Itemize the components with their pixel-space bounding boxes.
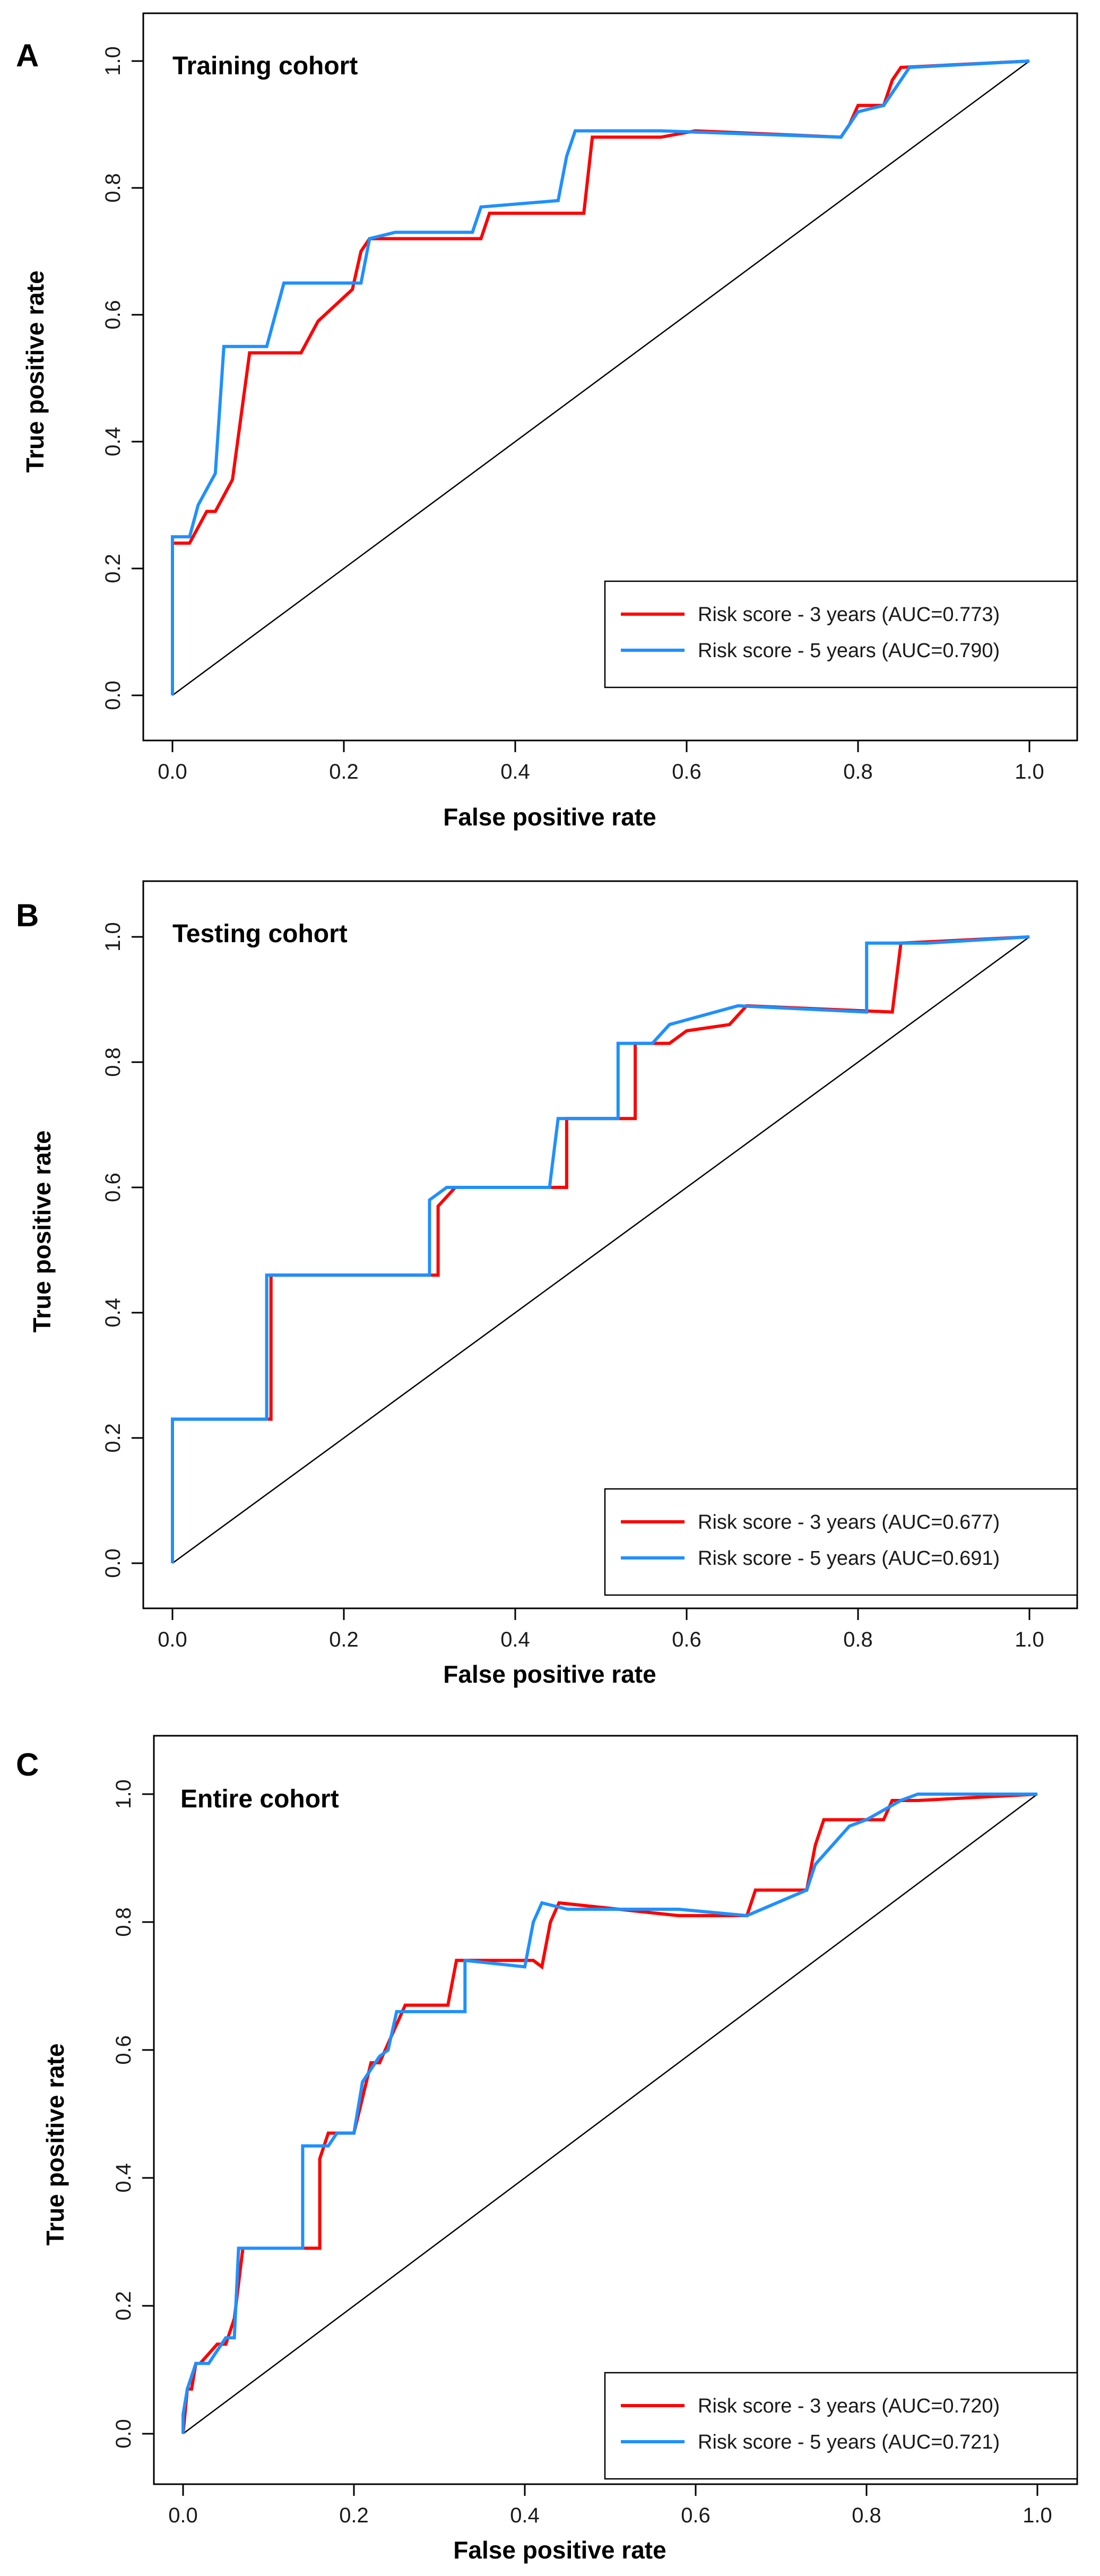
legend-entry: Risk score - 5 years (AUC=0.790) <box>698 640 1000 662</box>
x-tick-label: 1.0 <box>1015 1628 1044 1651</box>
x-tick-label: 0.0 <box>168 2504 198 2527</box>
y-tick-label: 0.8 <box>112 1907 135 1937</box>
y-tick-label: 0.6 <box>101 300 125 330</box>
legend-entry: Risk score - 3 years (AUC=0.677) <box>698 1511 1000 1533</box>
legend-entry: Risk score - 3 years (AUC=0.720) <box>698 2395 1000 2417</box>
legend-box <box>604 580 1078 688</box>
x-axis-title: False positive rate <box>443 1660 656 1688</box>
roc-curve-5-years <box>171 59 1030 695</box>
x-tick-label: 0.8 <box>843 1628 873 1651</box>
y-tick-label: 0.2 <box>101 1423 125 1453</box>
x-tick-label: 0.6 <box>672 1628 701 1651</box>
panel-a: A True positive rate False positive rate… <box>16 12 1078 831</box>
x-tick-label: 0.4 <box>500 760 530 783</box>
x-tick-label: 0.2 <box>339 2504 369 2527</box>
x-tick-label: 0.8 <box>852 2504 881 2527</box>
y-tick-label: 0.4 <box>101 1298 125 1328</box>
plot-area: 0.0 0.2 0.4 0.6 0.8 1.0 0.0 0.2 0.4 0.6 0.8 1.0 Enti… <box>112 1735 1078 2527</box>
y-tick-label: 0.0 <box>112 2419 135 2449</box>
y-tick-label: 0.8 <box>101 173 125 203</box>
legend-entry: Risk score - 5 years (AUC=0.721) <box>698 2431 1000 2453</box>
y-tick-label: 0.2 <box>101 554 125 583</box>
x-tick-label: 0.0 <box>158 1628 187 1651</box>
panel-label: A <box>16 38 39 73</box>
y-tick-label: 0.0 <box>101 1548 125 1578</box>
x-tick-label: 0.6 <box>672 760 701 783</box>
x-tick-label: 1.0 <box>1023 2504 1052 2527</box>
y-tick-label: 0.8 <box>101 1047 125 1077</box>
x-axis-title: False positive rate <box>453 2536 666 2564</box>
panel-c: C True positive rate False positive rate… <box>16 1735 1078 2564</box>
y-axis-title: True positive rate <box>41 2044 69 2246</box>
plot-area: 0.0 0.2 0.4 0.6 0.8 1.0 0.0 0.2 0.4 0.6 0.8 1.0 Trai… <box>101 12 1078 783</box>
y-axis-title: True positive rate <box>21 271 49 473</box>
legend-entry: Risk score - 3 years (AUC=0.773) <box>698 604 1000 626</box>
x-tick-label: 0.4 <box>510 2504 540 2527</box>
reference-diagonal <box>183 1793 1038 2435</box>
x-tick-label: 0.4 <box>500 1628 530 1651</box>
panel-label: B <box>16 898 39 933</box>
legend-entry: Risk score - 5 years (AUC=0.691) <box>698 1547 1000 1570</box>
y-tick-label: 0.4 <box>112 2163 135 2193</box>
legend-box <box>604 1488 1078 1596</box>
y-axis-title: True positive rate <box>28 1131 56 1333</box>
y-tick-label: 1.0 <box>112 1779 135 1809</box>
x-tick-label: 0.0 <box>158 760 187 783</box>
reference-diagonal <box>172 60 1030 696</box>
roc-curve-5-years <box>181 1793 1037 2434</box>
roc-curve-5-years <box>171 935 1030 1563</box>
plot-area: 0.0 0.2 0.4 0.6 0.8 1.0 0.0 0.2 0.4 0.6 0.8 1.0 Test… <box>101 880 1078 1651</box>
legend: Risk score - 3 years (AUC=0.720) Risk sco… <box>604 2372 1078 2480</box>
y-tick-label: 0.6 <box>101 1173 125 1202</box>
x-tick-label: 0.8 <box>843 760 873 783</box>
cohort-title: Entire cohort <box>180 1785 339 1813</box>
y-tick-label: 0.6 <box>112 2035 135 2065</box>
x-tick-label: 0.6 <box>681 2504 711 2527</box>
cohort-title: Training cohort <box>172 52 358 80</box>
x-tick-label: 0.2 <box>329 1628 359 1651</box>
panel-b: B True positive rate False positive rate… <box>16 880 1078 1688</box>
y-tick-label: 0.0 <box>101 680 125 710</box>
y-tick-label: 1.0 <box>101 922 125 952</box>
reference-diagonal <box>172 936 1030 1564</box>
roc-curve-3-years <box>171 59 1030 695</box>
roc-curve-3-years <box>181 1793 1038 2434</box>
x-tick-label: 0.2 <box>329 760 359 783</box>
cohort-title: Testing cohort <box>172 920 348 948</box>
x-tick-label: 1.0 <box>1015 760 1044 783</box>
y-tick-label: 1.0 <box>101 46 125 76</box>
panel-label: C <box>16 1747 39 1782</box>
x-axis-title: False positive rate <box>443 803 656 831</box>
y-tick-label: 0.4 <box>101 427 125 456</box>
legend: Risk score - 3 years (AUC=0.773) Risk sco… <box>604 580 1078 688</box>
legend: Risk score - 3 years (AUC=0.677) Risk sco… <box>604 1488 1078 1596</box>
legend-box <box>604 2372 1078 2480</box>
y-tick-label: 0.2 <box>112 2291 135 2321</box>
